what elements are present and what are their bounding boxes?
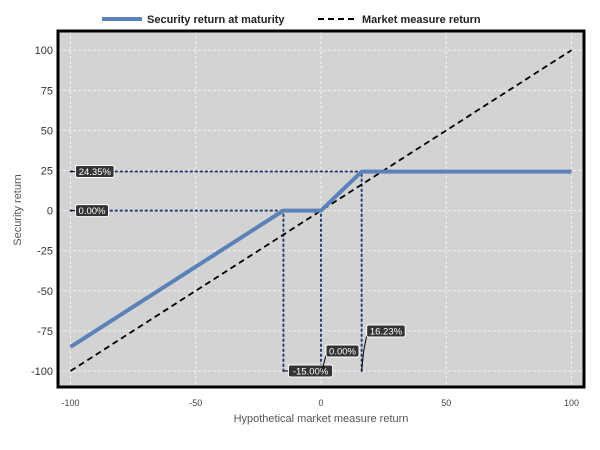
series-lines <box>69 49 572 372</box>
legend-label-security: Security return at maturity <box>147 14 285 26</box>
reference-lines <box>69 170 363 372</box>
x-tick-label: 100 <box>564 398 579 408</box>
x-callout-box <box>325 344 360 358</box>
y-tick-label: -50 <box>37 286 53 298</box>
tick-labels: -100 -75 -50 -25 0 25 50 75 100 -100 -50 0 50 100 <box>31 45 579 408</box>
security-return-line <box>69 169 572 349</box>
y-tick-label: 50 <box>41 125 53 137</box>
y-callout-box <box>75 165 115 179</box>
y-tick-label: -25 <box>37 246 53 258</box>
x-tick-label: 50 <box>441 398 451 408</box>
x-axis-title: Hypothetical market measure return <box>234 413 409 425</box>
x-callout-label: -15.00% <box>293 366 329 377</box>
legend: Security return at maturity Market measur… <box>102 14 481 26</box>
x-tick-label: 0 <box>318 398 323 408</box>
legend-label-market: Market measure return <box>362 14 481 26</box>
y-callout-label: 24.35% <box>79 167 112 178</box>
x-callout-box <box>287 364 334 378</box>
y-tick-label: 75 <box>41 85 53 97</box>
plot-border <box>56 29 586 389</box>
x-tick-label: -100 <box>62 398 80 408</box>
callout-pointer <box>320 350 328 372</box>
x-tick-label: -50 <box>189 398 202 408</box>
y-axis-title: Security return <box>12 174 24 246</box>
y-tick-label: 0 <box>47 206 53 218</box>
y-tick-label: 25 <box>41 166 53 178</box>
y-tick-label: 100 <box>35 45 53 57</box>
x-callout-box <box>366 324 406 338</box>
callouts: 24.35%0.00%-15.00%0.00%16.23% <box>70 165 406 378</box>
y-callout-label: 0.00% <box>79 206 106 217</box>
callout-pointer <box>361 330 369 372</box>
y-tick-label: -100 <box>31 366 53 378</box>
market-measure-line <box>70 49 572 372</box>
x-callout-label: 16.23% <box>370 326 403 337</box>
y-tick-label: -75 <box>37 326 53 338</box>
x-callout-label: 0.00% <box>329 346 356 357</box>
y-callout-box <box>75 204 110 218</box>
